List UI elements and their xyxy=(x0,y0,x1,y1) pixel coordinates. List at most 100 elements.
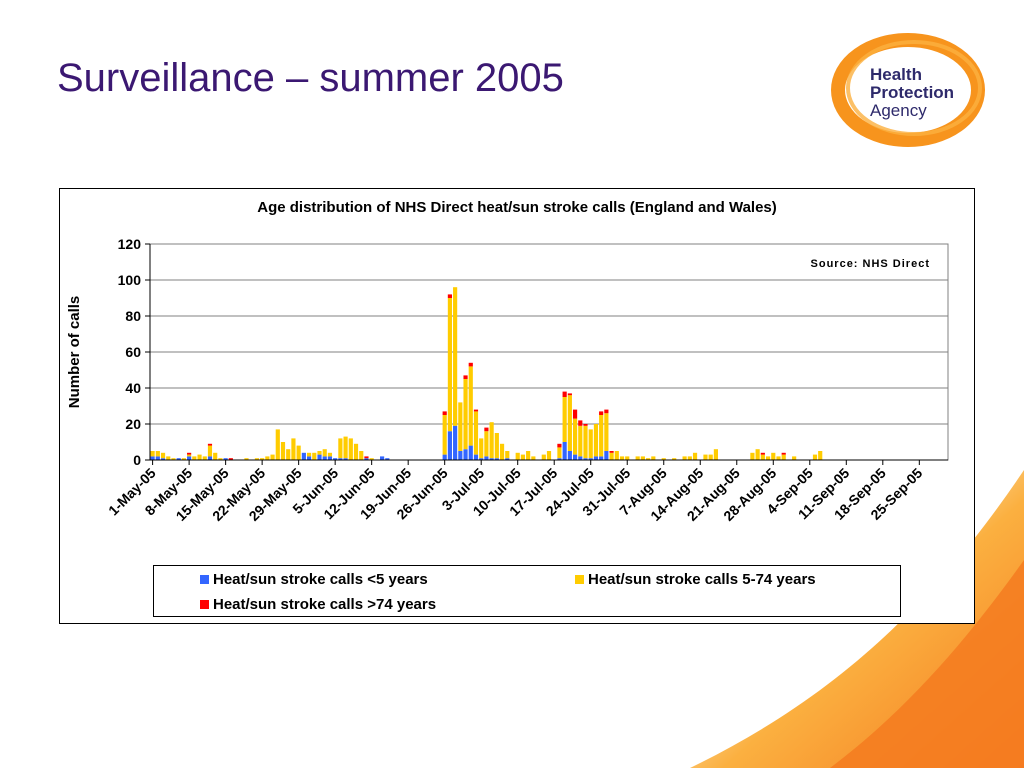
bar-segment xyxy=(228,458,233,460)
bar-segment xyxy=(301,452,306,460)
bar-segment xyxy=(557,443,562,448)
y-tick-label: 20 xyxy=(125,416,141,432)
bar-segment xyxy=(213,452,218,460)
legend-label-over74: Heat/sun stroke calls >74 years xyxy=(213,596,437,613)
logo-line1: Health xyxy=(870,65,922,84)
bar-segment xyxy=(447,298,452,432)
bar-segment xyxy=(583,424,588,426)
bar-segment xyxy=(453,425,458,460)
bar-segment xyxy=(150,451,155,457)
bar-segment xyxy=(651,456,656,460)
bar-segment xyxy=(792,456,797,460)
logo-line2: Protection xyxy=(870,83,954,102)
bar-segment xyxy=(604,413,609,451)
bar-segment xyxy=(567,395,572,451)
bar-segment xyxy=(322,449,327,457)
bar-segment xyxy=(572,418,578,455)
bar-segment xyxy=(567,393,572,396)
bar-segment xyxy=(254,458,260,460)
bar-segment xyxy=(818,451,823,460)
bar-segment xyxy=(812,454,818,460)
bar-segment xyxy=(614,451,619,460)
bar-segment xyxy=(531,456,536,460)
bar-segment xyxy=(181,458,186,460)
legend-swatch-over74 xyxy=(200,600,209,609)
bar-segment xyxy=(291,438,296,460)
bar-segment xyxy=(317,454,322,460)
bar-segment xyxy=(447,431,452,460)
legend-label-5to74: Heat/sun stroke calls 5-74 years xyxy=(588,571,816,588)
bar-segment xyxy=(468,362,473,367)
bar-segment xyxy=(672,458,677,460)
bar-segment xyxy=(338,458,343,460)
bar-segment xyxy=(640,456,645,460)
bar-segment xyxy=(546,451,552,460)
bar-segment xyxy=(567,451,572,460)
bar-segment xyxy=(458,402,463,451)
bar-segment xyxy=(520,454,526,460)
bar-segment xyxy=(348,438,353,460)
bar-segment xyxy=(207,443,213,446)
bar-segment xyxy=(760,454,765,460)
bars xyxy=(150,287,823,460)
bar-segment xyxy=(578,420,583,426)
bar-segment xyxy=(343,436,348,459)
y-tick-label: 100 xyxy=(118,272,142,288)
bar-segment xyxy=(296,445,301,460)
bar-segment xyxy=(333,458,338,460)
bar-segment xyxy=(343,458,348,460)
bar-segment xyxy=(197,454,202,460)
y-tick-label: 80 xyxy=(125,308,141,324)
bar-segment xyxy=(484,456,489,460)
bar-segment xyxy=(593,424,599,457)
bar-segment xyxy=(306,456,312,460)
bar-segment xyxy=(270,454,275,460)
bar-segment xyxy=(380,456,385,460)
bar-segment xyxy=(473,409,479,412)
bar-segment xyxy=(781,454,786,460)
chart-title: Age distribution of NHS Direct heat/sun … xyxy=(257,199,777,216)
bar-segment xyxy=(489,422,494,459)
bar-segment xyxy=(385,458,390,460)
legend-item-under5: Heat/sun stroke calls <5 years xyxy=(200,571,428,588)
bar-segment xyxy=(599,415,604,457)
bar-segment xyxy=(505,451,510,459)
bar-segment xyxy=(359,451,364,460)
y-tick-label: 120 xyxy=(118,236,142,252)
bar-segment xyxy=(562,442,567,460)
bar-segment xyxy=(312,452,317,460)
bar-segment xyxy=(499,443,505,460)
bar-segment xyxy=(484,431,489,457)
bar-segment xyxy=(776,456,781,460)
bar-segment xyxy=(765,456,771,460)
logo-ring-icon: Health Protection Agency xyxy=(831,33,985,147)
bar-segment xyxy=(280,442,286,460)
bar-segment xyxy=(479,458,484,460)
bar-segment xyxy=(661,458,666,460)
bar-segment xyxy=(171,458,176,460)
bar-segment xyxy=(187,452,192,455)
bar-segment xyxy=(588,458,593,460)
bar-segment xyxy=(781,452,786,455)
bar-segment xyxy=(317,451,322,455)
bar-segment xyxy=(604,451,609,460)
bar-segment xyxy=(479,438,484,459)
bar-segment xyxy=(327,452,333,457)
bar-segment xyxy=(609,451,614,453)
bar-segment xyxy=(155,451,160,457)
bar-segment xyxy=(609,452,614,460)
bar-segment xyxy=(463,375,468,379)
bar-segment xyxy=(458,451,463,460)
legend-item-over74: Heat/sun stroke calls >74 years xyxy=(200,596,436,613)
bar-segment xyxy=(750,452,755,460)
bar-segment xyxy=(578,425,583,457)
bar-segment xyxy=(463,379,468,450)
bar-segment xyxy=(489,458,494,460)
bar-segment xyxy=(526,451,531,460)
bar-segment xyxy=(187,456,192,460)
slide-title: Surveillance – summer 2005 xyxy=(57,56,564,100)
legend-swatch-5to74 xyxy=(575,575,584,584)
legend-item-5to74: Heat/sun stroke calls 5-74 years xyxy=(575,571,816,588)
chart-frame xyxy=(59,188,975,624)
legend-swatch-under5 xyxy=(200,575,209,584)
